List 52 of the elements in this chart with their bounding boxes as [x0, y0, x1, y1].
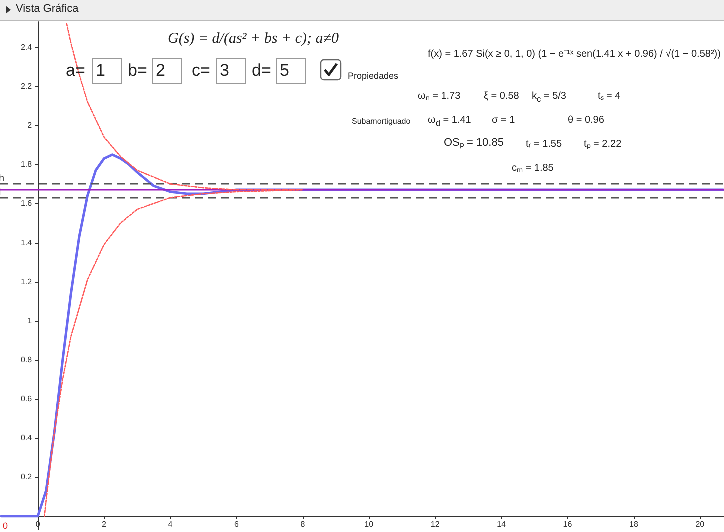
y-tick-label: 2: [28, 121, 33, 130]
y-tick-label: 1.2: [20, 277, 33, 286]
input-field: 1: [92, 58, 122, 84]
x-tick-label: 8: [300, 520, 306, 529]
x-tick-label: 12: [430, 520, 440, 529]
x-tick-label: 2: [102, 520, 108, 529]
annotation: σ = 1: [492, 115, 516, 126]
annotation: θ = 0.96: [568, 115, 604, 126]
ref-line-label: i: [0, 187, 2, 198]
annotation: k$_{c}$ = 5/3: [532, 91, 566, 104]
y-tick-label: 1: [28, 316, 33, 326]
annotation: G(s) = d/(as² + bs + c); a≠0: [168, 31, 339, 47]
x-tick-label: 14: [497, 520, 507, 529]
ref-line-label: h: [0, 174, 5, 185]
annotation: tₛ = 4: [598, 91, 621, 102]
y-tick-label: 0.2: [20, 472, 33, 482]
input-field: 2: [152, 58, 182, 84]
annotation: 5: [280, 61, 290, 80]
input-field: 3: [216, 58, 246, 84]
annotation: ωₙ = 1.73: [418, 91, 461, 102]
annotation: a=: [66, 61, 86, 80]
annotation: f(x) = 1.67 Si(x ≥ 0, 1, 0) (1 − e⁻¹ˣ sen(1.41 x + 0.96) / √(1 − 0.58²)): [428, 49, 721, 60]
x-tick-label: 6: [234, 520, 240, 529]
annotation: b=: [128, 61, 148, 80]
x-tick-label: 4: [168, 520, 174, 529]
y-tick-label: 1.6: [20, 199, 33, 208]
annotation: Subamortiguado: [352, 117, 411, 126]
x-tick-label: 10: [364, 520, 374, 529]
annotation: tₚ = 2.22: [584, 139, 622, 150]
annotation: tᵣ = 1.55: [526, 139, 562, 150]
annotation: 3: [220, 61, 230, 80]
y-tick-label: 0.8: [20, 356, 33, 365]
y-tick-label: 1.4: [20, 238, 33, 248]
x-tick-label: 16: [563, 520, 573, 529]
annotation: 1: [96, 61, 106, 80]
annotation: Propiedades: [348, 71, 399, 81]
y-tick-label: 0.6: [20, 394, 33, 404]
annotation: cₘ = 1.85: [512, 163, 554, 174]
annotation: c=: [192, 61, 210, 80]
chart-title: Vista Gráfica: [16, 3, 79, 15]
annotation: 2: [156, 61, 166, 80]
annotation: OSₚ = 10.85: [444, 137, 504, 149]
x-tick-label: 18: [630, 520, 639, 529]
y-tick-label: 2.4: [20, 42, 33, 52]
input-field: 5: [276, 58, 306, 84]
annotation: d=: [252, 61, 272, 80]
annotation: ω$_{d}$ = 1.41: [428, 115, 472, 128]
y-tick-label: 2.2: [20, 82, 33, 91]
y-tick-label: 0.4: [20, 434, 33, 443]
annotation: ξ = 0.58: [484, 91, 520, 102]
y-tick-label: 1.8: [20, 160, 33, 170]
x-tick-label: 20: [696, 520, 706, 529]
